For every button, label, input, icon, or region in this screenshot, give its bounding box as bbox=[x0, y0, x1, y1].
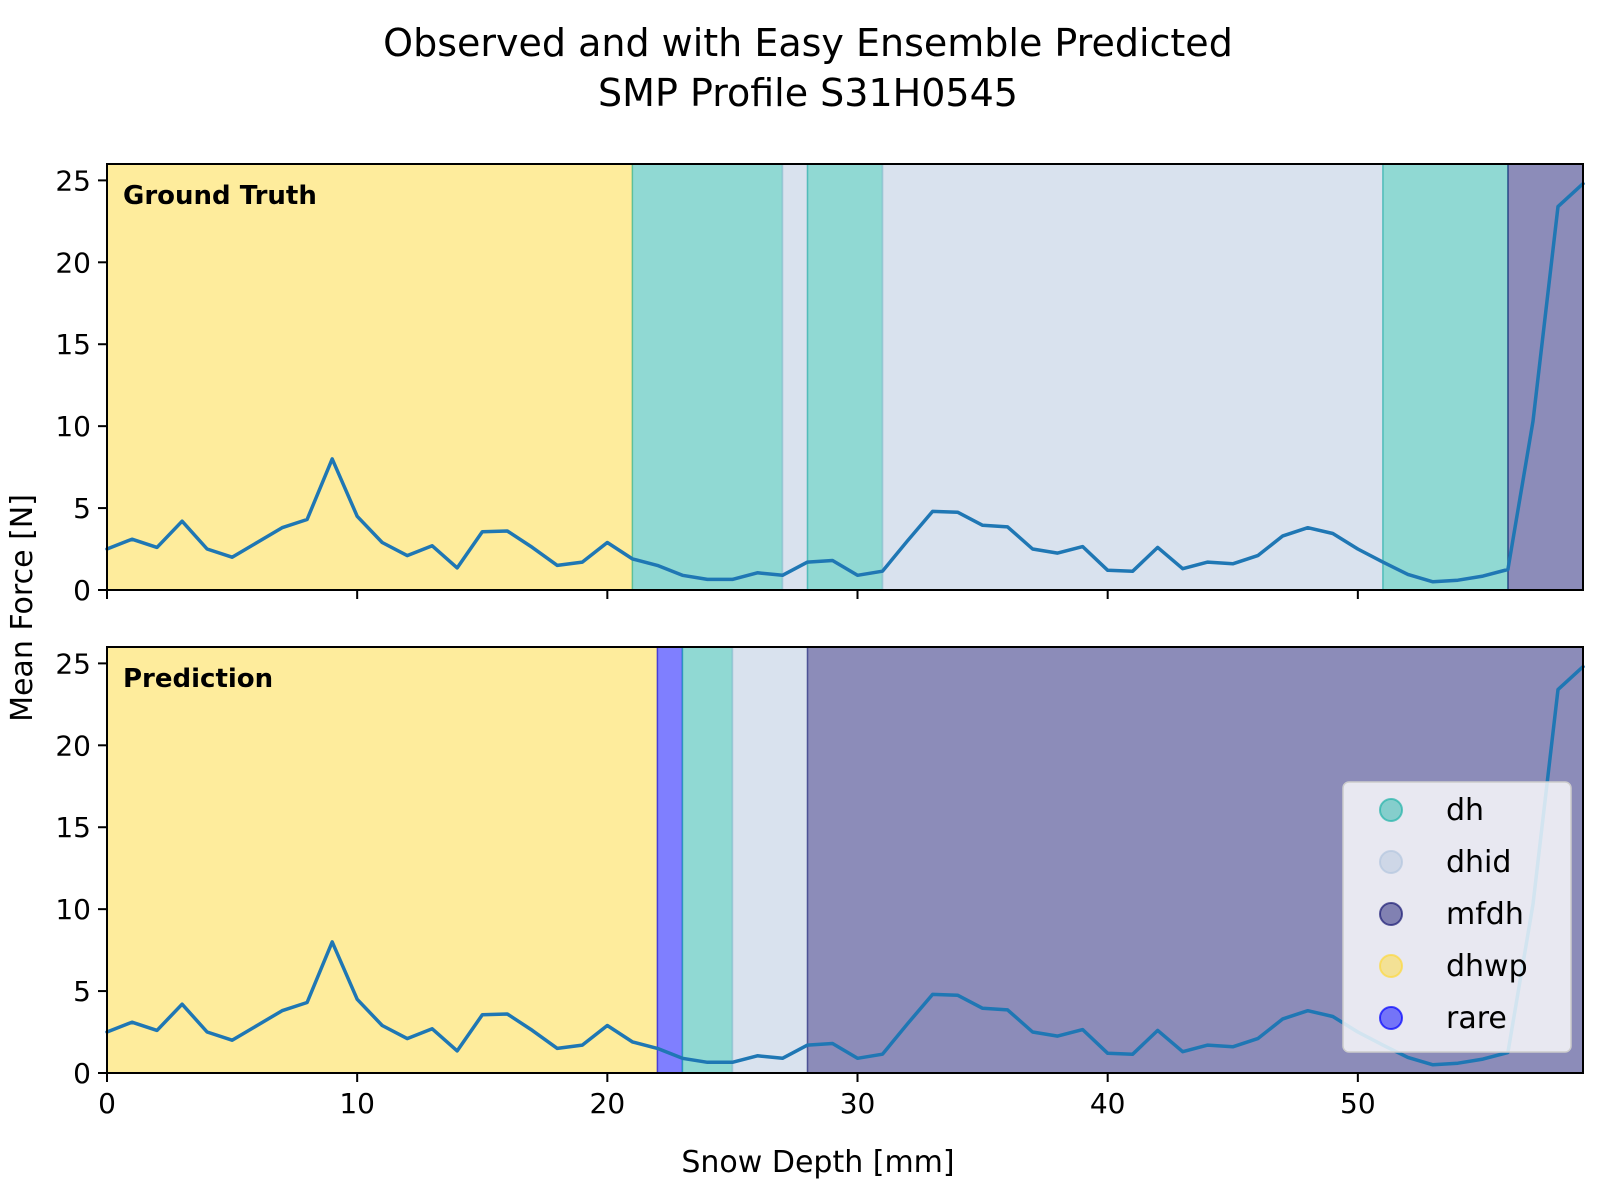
y-tick-label: 20 bbox=[55, 729, 91, 762]
segment-dh bbox=[631, 163, 784, 591]
y-axis-label: Mean Force [N] bbox=[5, 494, 40, 722]
x-tick-label: 40 bbox=[1090, 1087, 1126, 1120]
panel-ground-truth: 0 5 10 15 20 25 Ground Truth bbox=[55, 163, 1585, 607]
segment-dh bbox=[806, 163, 884, 591]
segment-dh bbox=[1382, 163, 1509, 591]
panel-label: Prediction bbox=[123, 664, 273, 694]
x-tick-label: 50 bbox=[1340, 1087, 1376, 1120]
y-tick-label: 20 bbox=[55, 246, 91, 279]
segment-dhid bbox=[781, 163, 809, 591]
legend-label-dh: dh bbox=[1446, 793, 1484, 828]
y-tick-label: 25 bbox=[55, 164, 91, 197]
segment-dh bbox=[681, 646, 734, 1074]
y-tick-label: 5 bbox=[73, 975, 91, 1008]
panel-label: Ground Truth bbox=[123, 181, 317, 211]
segment-dhid bbox=[881, 163, 1384, 591]
legend-marker-dh bbox=[1379, 798, 1403, 822]
segment-dhwp bbox=[106, 646, 659, 1074]
y-tick-label: 5 bbox=[73, 492, 91, 525]
x-tick-label: 20 bbox=[590, 1087, 626, 1120]
x-tick-label: 30 bbox=[840, 1087, 876, 1120]
legend-label-mfdh: mfdh bbox=[1446, 897, 1524, 932]
plot-frame bbox=[106, 646, 1584, 1074]
segment-dhid bbox=[731, 646, 809, 1074]
legend: dh dhid mfdh dhwp rare bbox=[1342, 781, 1572, 1053]
chart-title-line2: SMP Profile S31H0545 bbox=[598, 71, 1018, 115]
y-tick-label: 15 bbox=[55, 328, 91, 361]
series-line bbox=[105, 664, 1585, 1067]
segment-mfdh bbox=[1507, 163, 1584, 591]
x-axis-label: Snow Depth [mm] bbox=[681, 1145, 954, 1180]
legend-label-dhid: dhid bbox=[1446, 845, 1511, 880]
y-tick-label: 10 bbox=[55, 893, 91, 926]
legend-marker-dhwp bbox=[1379, 954, 1403, 978]
series-line bbox=[105, 181, 1585, 584]
legend-marker-dhid bbox=[1379, 850, 1403, 874]
legend-label-rare: rare bbox=[1446, 1001, 1507, 1036]
legend-marker-mfdh bbox=[1379, 902, 1403, 926]
y-tick-label: 10 bbox=[55, 410, 91, 443]
segment-rare bbox=[656, 646, 684, 1074]
legend-label-dhwp: dhwp bbox=[1446, 949, 1528, 984]
legend-box bbox=[1342, 781, 1572, 1053]
y-tick-label: 0 bbox=[73, 1057, 91, 1090]
x-tick-label: 10 bbox=[339, 1087, 375, 1120]
segment-dhwp bbox=[106, 163, 634, 591]
plot-frame bbox=[106, 163, 1584, 591]
y-tick-label: 0 bbox=[73, 574, 91, 607]
y-tick-label: 25 bbox=[55, 647, 91, 680]
x-tick-label: 0 bbox=[98, 1087, 116, 1120]
y-tick-label: 15 bbox=[55, 811, 91, 844]
legend-marker-rare bbox=[1379, 1006, 1403, 1030]
chart-title-line1: Observed and with Easy Ensemble Predicte… bbox=[383, 21, 1233, 65]
